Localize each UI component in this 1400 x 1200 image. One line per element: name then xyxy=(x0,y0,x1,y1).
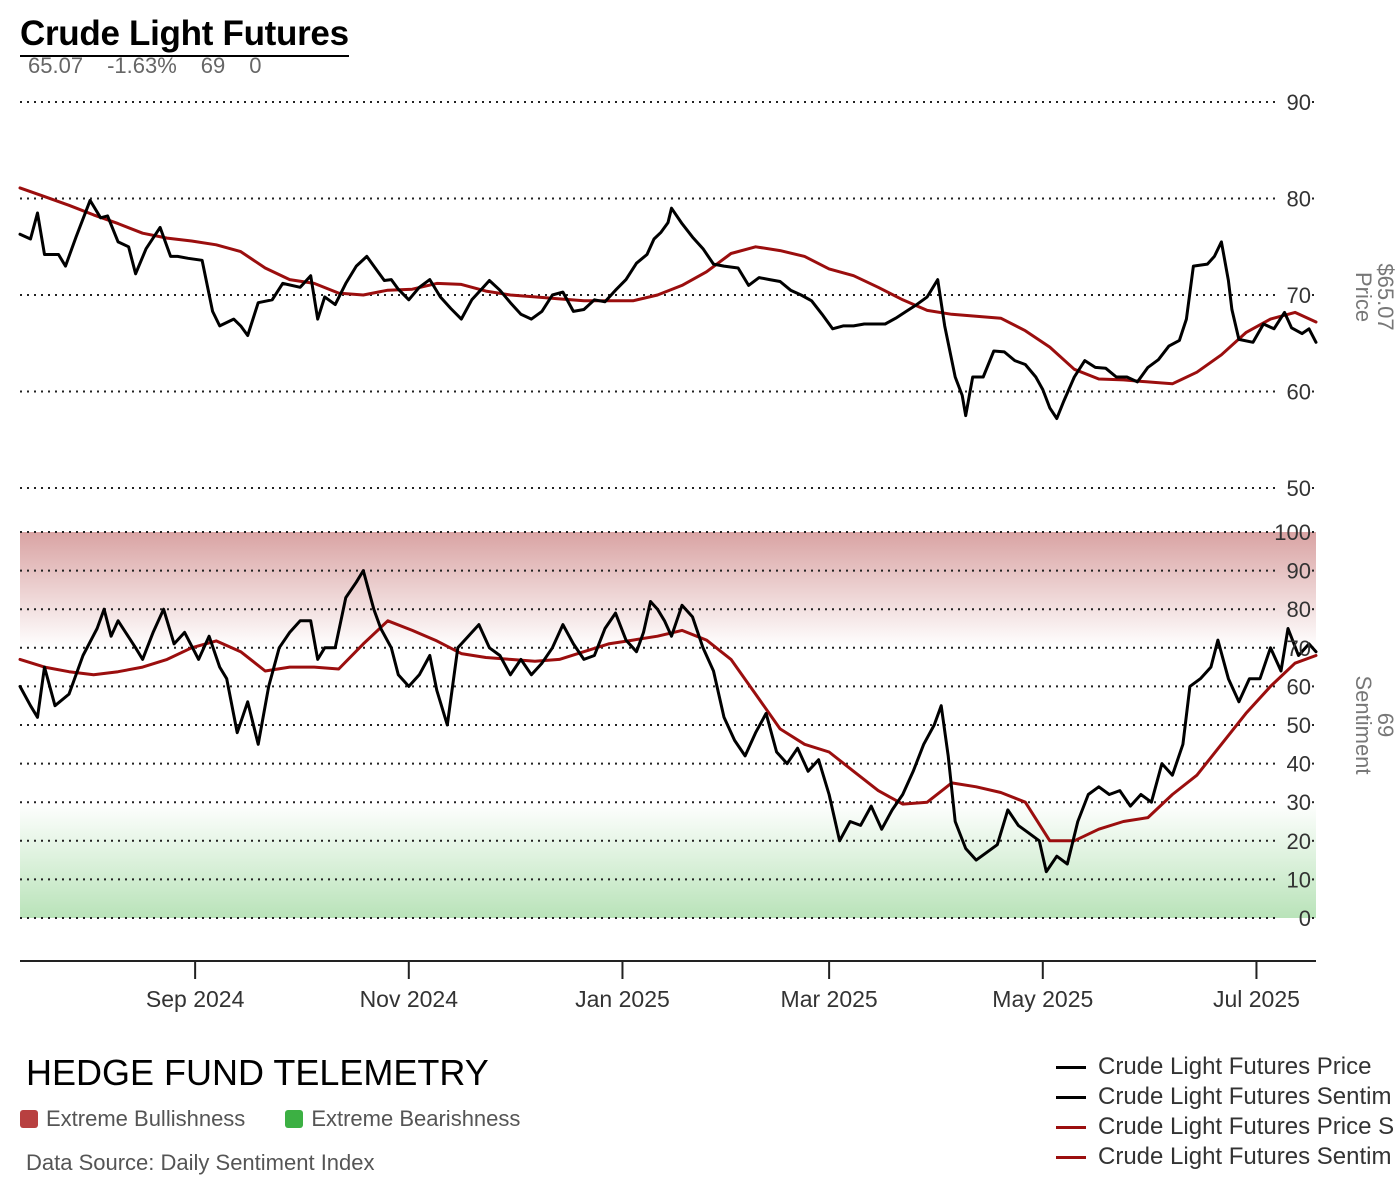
x-tick-label: Nov 2024 xyxy=(360,986,459,1012)
price-axis-value: $65.07 xyxy=(1373,263,1398,330)
sentiment-y-tick-label: 10 xyxy=(1287,867,1311,892)
price-y-tick-label: 50 xyxy=(1287,476,1311,501)
x-tick-label: Mar 2025 xyxy=(781,986,878,1012)
brand-label: HEDGE FUND TELEMETRY xyxy=(26,1052,489,1093)
sentiment-y-tick-label: 50 xyxy=(1287,713,1311,738)
legend-line-price-ma xyxy=(1056,1125,1086,1129)
legend-line-price xyxy=(1056,1065,1086,1069)
sentiment-y-tick-label: 90 xyxy=(1287,559,1311,584)
legend-line-sentiment xyxy=(1056,1095,1086,1099)
legend-item-price: Crude Light Futures Price xyxy=(1056,1052,1400,1082)
zone-legend-bear: Extreme Bearishness xyxy=(285,1106,520,1132)
bear-label: Extreme Bearishness xyxy=(311,1106,521,1131)
header-stats: 65.07 -1.63% 69 0 xyxy=(28,53,286,79)
price-ma-line xyxy=(18,186,1318,386)
data-source: Data Source: Daily Sentiment Index xyxy=(26,1150,375,1175)
price-y-tick-label: 80 xyxy=(1287,187,1311,212)
price-value: 65.07 xyxy=(28,53,84,78)
chart-area: 50 60 70 80 90 0 10 20 30 40 50 60 70 80 90 100 Price$65… xyxy=(18,90,1398,1012)
sentiment-line xyxy=(18,569,1318,874)
x-tick-label: Jan 2025 xyxy=(575,986,670,1012)
bull-swatch xyxy=(20,1110,38,1128)
x-tick-label: Jul 2025 xyxy=(1213,986,1300,1012)
bear-swatch xyxy=(285,1110,304,1128)
sentiment-y-tick-label: 30 xyxy=(1287,790,1311,815)
price-y-tick-label: 70 xyxy=(1287,283,1311,308)
sentiment-y-tick-label: 100 xyxy=(1274,520,1311,545)
zone-extreme-bearishness xyxy=(20,802,1316,918)
sentiment-y-tick-label: 60 xyxy=(1287,674,1311,699)
x-tick-label: May 2025 xyxy=(992,986,1093,1012)
bull-label: Extreme Bullishness xyxy=(46,1106,246,1131)
legend-label-price: Crude Light Futures Price xyxy=(1098,1053,1372,1080)
legend-label-sentiment: Crude Light Futures Sentim xyxy=(1098,1083,1392,1110)
price-y-tick-label: 60 xyxy=(1287,380,1311,405)
legend-item-price-ma: Crude Light Futures Price S xyxy=(1056,1112,1400,1142)
sentiment-value: 69 xyxy=(200,53,226,78)
series-legend: Crude Light Futures Price Crude Light Fu… xyxy=(1056,1052,1400,1172)
sentiment-y-tick-label: 70 xyxy=(1287,636,1311,661)
sentiment-axis-label: Sentiment xyxy=(1351,675,1376,774)
zone-legend-bull: Extreme Bullishness xyxy=(20,1106,245,1132)
price-line xyxy=(18,198,1318,420)
legend-item-sentiment-ma: Crude Light Futures Sentim xyxy=(1056,1142,1400,1172)
price-axis-label: Price xyxy=(1351,272,1376,322)
chart-title: Crude Light Futures xyxy=(20,14,349,57)
x-tick-label: Sep 2024 xyxy=(146,986,245,1012)
zone-legend: Extreme Bullishness Extreme Bearishness xyxy=(20,1106,560,1132)
change-value: -1.63% xyxy=(107,53,177,78)
price-axis-title: Price$65.07 xyxy=(1351,263,1398,330)
extra-value: 0 xyxy=(249,53,262,78)
price-y-tick-label: 90 xyxy=(1287,90,1311,115)
sentiment-axis-value: 69 xyxy=(1373,713,1398,737)
legend-line-sentiment-ma xyxy=(1056,1155,1086,1159)
sentiment-y-tick-label: 0 xyxy=(1299,906,1311,931)
legend-item-sentiment: Crude Light Futures Sentim xyxy=(1056,1082,1400,1112)
sentiment-y-tick-label: 40 xyxy=(1287,752,1311,777)
sentiment-y-tick-label: 20 xyxy=(1287,829,1311,854)
legend-label-price-ma: Crude Light Futures Price S xyxy=(1098,1113,1395,1140)
legend-label-sentiment-ma: Crude Light Futures Sentim xyxy=(1098,1143,1392,1170)
sentiment-y-tick-label: 80 xyxy=(1287,597,1311,622)
